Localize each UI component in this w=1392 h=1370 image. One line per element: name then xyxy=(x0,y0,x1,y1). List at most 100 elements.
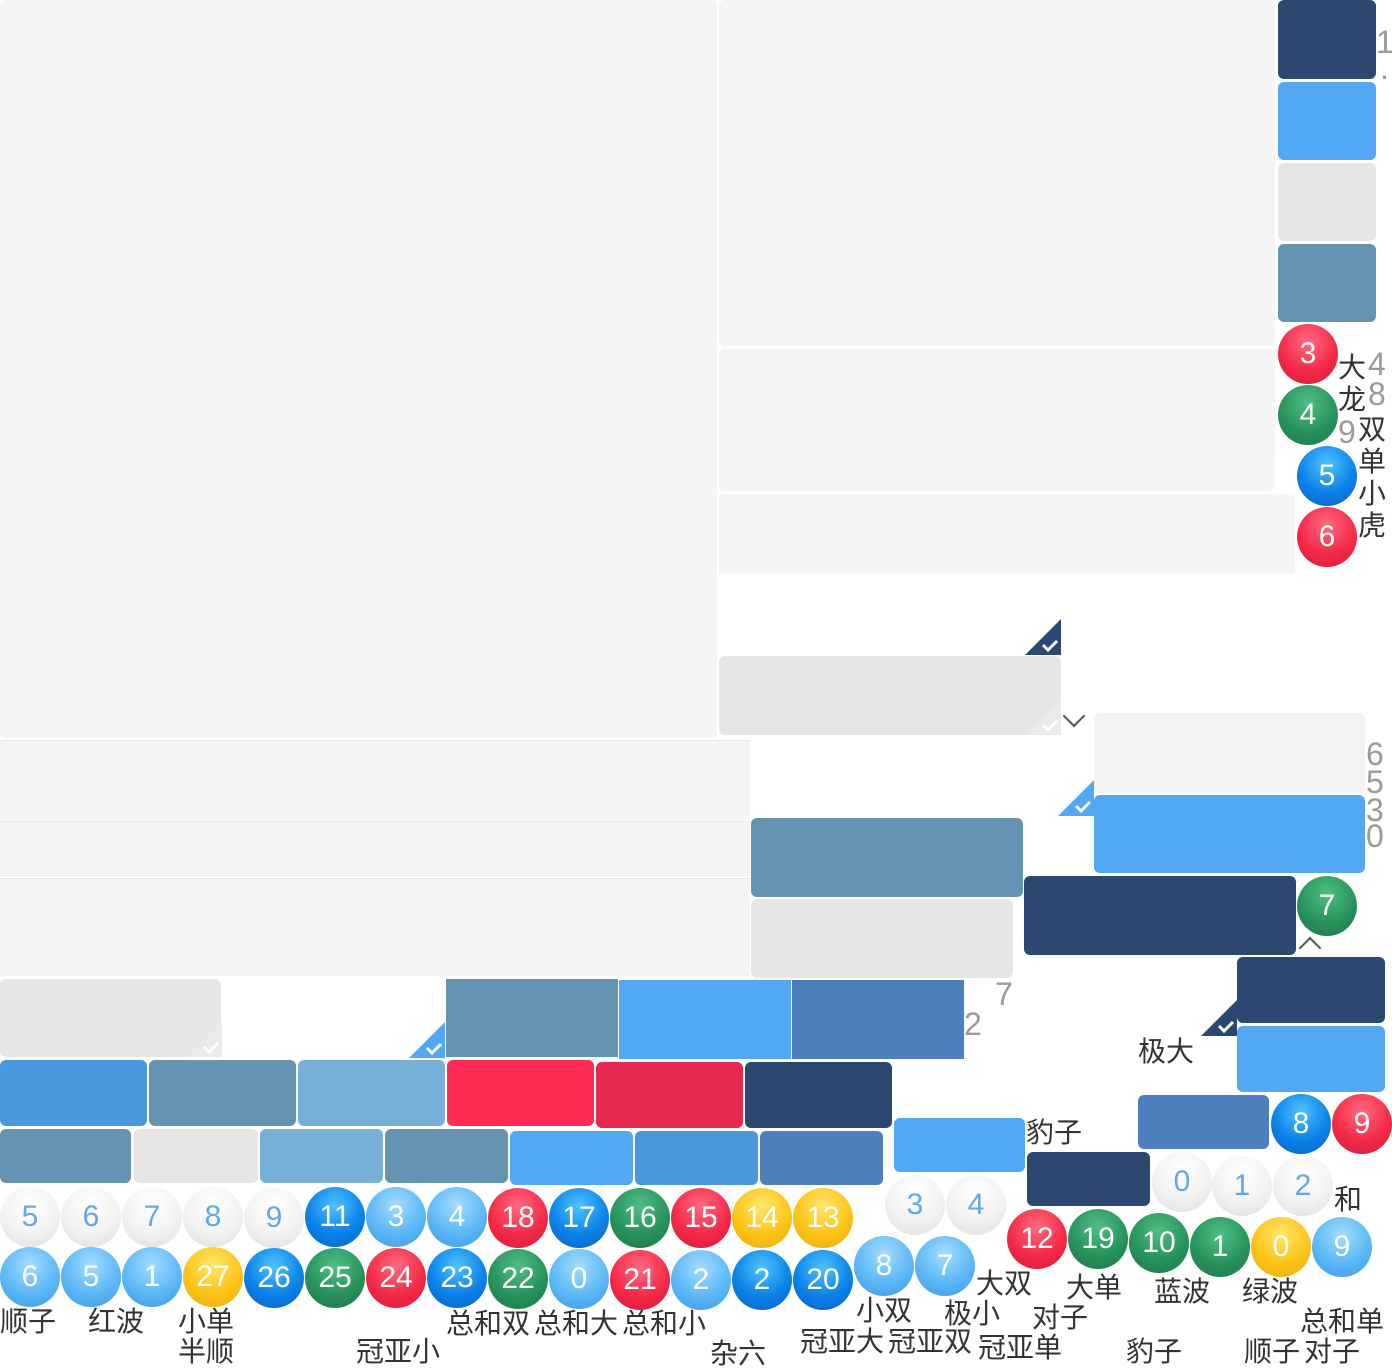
ball-6[interactable]: 6 xyxy=(1297,507,1357,567)
ball-row1-2[interactable]: 7 xyxy=(122,1187,182,1247)
bar-soft[interactable] xyxy=(298,1060,445,1126)
swatch-grey[interactable] xyxy=(1278,163,1376,241)
ball-row1-7[interactable]: 4 xyxy=(427,1187,487,1247)
label-guanyadan: 冠亚单 xyxy=(978,1331,1063,1364)
digit-8: 8 xyxy=(1368,376,1386,412)
swatch-navy[interactable] xyxy=(1278,0,1376,79)
option-blue-1[interactable] xyxy=(792,980,964,1059)
ball-row1-0[interactable]: 5 xyxy=(0,1187,60,1247)
option-sky-3[interactable] xyxy=(1237,1026,1385,1092)
ball-12[interactable]: 12 xyxy=(1007,1209,1067,1269)
ball-row2-12[interactable]: 2 xyxy=(732,1250,792,1310)
bar2-mid[interactable] xyxy=(635,1131,758,1185)
option-navy-3[interactable] xyxy=(1027,1152,1150,1206)
ball-row1-12[interactable]: 14 xyxy=(732,1188,792,1248)
option-steel-2[interactable] xyxy=(446,979,618,1057)
ball-row2-0[interactable]: 6 xyxy=(0,1247,60,1307)
label-zonghe-shuang: 总和双 xyxy=(446,1307,531,1340)
option-grey-1[interactable] xyxy=(719,656,1061,735)
label-zonghe-xiao: 总和小 xyxy=(622,1307,707,1340)
label-hu: 虎 xyxy=(1358,509,1387,542)
bar2-steel-2[interactable] xyxy=(385,1129,508,1183)
bar2-grey[interactable] xyxy=(134,1129,258,1183)
ball-row2-9[interactable]: 0 xyxy=(549,1249,609,1309)
ball-5[interactable]: 5 xyxy=(1297,446,1357,506)
swatch-steel[interactable] xyxy=(1278,244,1376,322)
ball-8-lblue[interactable]: 8 xyxy=(854,1236,914,1296)
ball-row1-6[interactable]: 3 xyxy=(366,1187,426,1247)
option-sky-1[interactable] xyxy=(1094,795,1365,873)
chevron-up-icon[interactable] xyxy=(1298,936,1322,960)
bar-steel[interactable] xyxy=(149,1060,296,1126)
option-sky-2[interactable] xyxy=(619,980,791,1059)
bar-red[interactable] xyxy=(447,1060,594,1126)
option-steel-1[interactable] xyxy=(751,818,1023,897)
ball-row2-8[interactable]: 22 xyxy=(488,1249,548,1309)
ball-row1-9[interactable]: 17 xyxy=(549,1188,609,1248)
main-panel xyxy=(0,0,717,738)
ball-row1-11[interactable]: 15 xyxy=(671,1188,731,1248)
ball-0-white[interactable]: 0 xyxy=(1152,1152,1212,1212)
label-he: 和 xyxy=(1334,1183,1363,1216)
option-sky-4[interactable] xyxy=(894,1118,1025,1172)
ball-7[interactable]: 7 xyxy=(1297,876,1357,936)
ball-9[interactable]: 9 xyxy=(1332,1094,1392,1154)
ball-8[interactable]: 8 xyxy=(1271,1094,1331,1154)
label-lvbo: 绿波 xyxy=(1242,1275,1299,1308)
ball-7-lblue[interactable]: 7 xyxy=(915,1236,975,1296)
ball-row1-5[interactable]: 11 xyxy=(305,1187,365,1247)
option-grey-3[interactable] xyxy=(0,979,221,1057)
ball-row2-3[interactable]: 27 xyxy=(183,1247,243,1307)
ball-3[interactable]: 3 xyxy=(1278,324,1338,384)
ball-row1-10[interactable]: 16 xyxy=(610,1188,670,1248)
ball-row2-11[interactable]: 2 xyxy=(671,1250,731,1310)
ball-row1-3[interactable]: 8 xyxy=(183,1187,243,1247)
ball-0-yellow[interactable]: 0 xyxy=(1251,1217,1311,1277)
swatch-sky[interactable] xyxy=(1278,82,1376,160)
ball-row2-13[interactable]: 20 xyxy=(793,1250,853,1310)
bar-crimson[interactable] xyxy=(596,1062,743,1128)
chevron-down-icon[interactable] xyxy=(1062,704,1086,728)
ball-row2-7[interactable]: 23 xyxy=(427,1248,487,1308)
ball-9-lblue[interactable]: 9 xyxy=(1312,1217,1372,1277)
bar2-soft[interactable] xyxy=(260,1129,383,1183)
digit-4: 4 xyxy=(1368,346,1386,382)
ball-row1-13[interactable]: 13 xyxy=(793,1188,853,1248)
ball-1-green[interactable]: 1 xyxy=(1190,1217,1250,1277)
ball-row1-4[interactable]: 9 xyxy=(244,1188,304,1248)
option-navy-1[interactable] xyxy=(1024,876,1296,955)
ball-2-white[interactable]: 2 xyxy=(1273,1156,1333,1216)
ball-4-white[interactable]: 4 xyxy=(946,1175,1006,1235)
label-baozi-2: 豹子 xyxy=(1126,1335,1183,1368)
ball-row1-1[interactable]: 6 xyxy=(61,1187,121,1247)
ball-3-white[interactable]: 3 xyxy=(885,1175,945,1235)
ball-10[interactable]: 10 xyxy=(1129,1213,1189,1273)
ball-row1-8[interactable]: 18 xyxy=(488,1188,548,1248)
digit-0: 0 xyxy=(1366,818,1384,854)
option-blue-2[interactable] xyxy=(1138,1095,1269,1149)
option-navy-2[interactable] xyxy=(1237,957,1385,1023)
label-shunzi-2: 顺子 xyxy=(1244,1335,1301,1368)
ball-row2-4[interactable]: 26 xyxy=(244,1248,304,1308)
ball-19[interactable]: 19 xyxy=(1068,1209,1128,1269)
ball-row2-5[interactable]: 25 xyxy=(305,1248,365,1308)
middle-right-panel xyxy=(719,349,1275,491)
bar2-sky[interactable] xyxy=(510,1131,633,1185)
ball-row2-2[interactable]: 1 xyxy=(122,1247,182,1307)
digit-6: 6 xyxy=(1366,736,1384,772)
bar-mid[interactable] xyxy=(0,1060,147,1126)
ball-row2-1[interactable]: 5 xyxy=(61,1247,121,1307)
label-guanyada: 冠亚大 xyxy=(800,1325,885,1358)
ball-4[interactable]: 4 xyxy=(1278,385,1338,445)
bar2-steel-1[interactable] xyxy=(0,1129,131,1183)
label-jixiao: 极小 xyxy=(944,1297,1001,1330)
option-grey-2[interactable] xyxy=(751,899,1013,978)
ball-row2-6[interactable]: 24 xyxy=(366,1248,426,1308)
bar-navy[interactable] xyxy=(745,1062,892,1128)
label-long: 龙 xyxy=(1338,383,1367,416)
ball-1-white[interactable]: 1 xyxy=(1212,1156,1272,1216)
bar2-blue[interactable] xyxy=(760,1131,883,1185)
label-xiaoshuang: 小双 xyxy=(856,1294,913,1327)
ball-row2-10[interactable]: 21 xyxy=(610,1250,670,1310)
option-light[interactable] xyxy=(1094,713,1365,793)
